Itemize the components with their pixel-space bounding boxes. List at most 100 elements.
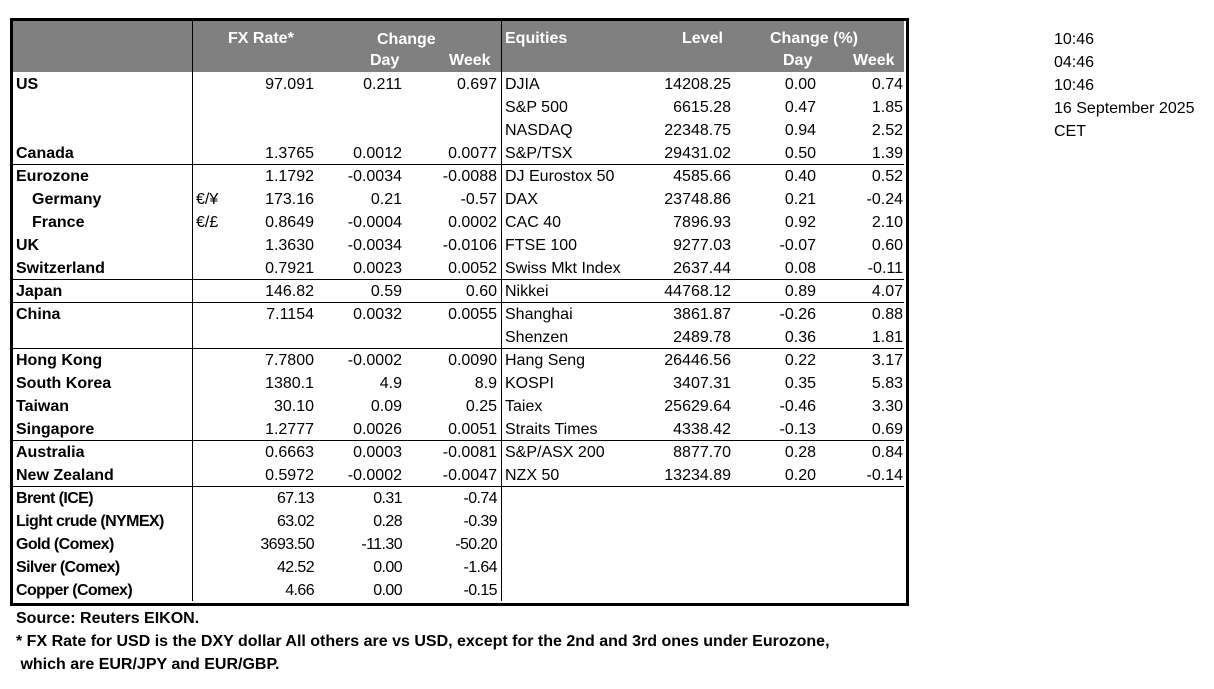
- fx-rate: 0.8649: [265, 214, 314, 231]
- equity-level: 25629.64: [664, 398, 731, 415]
- fx-change-day: 0.0032: [353, 306, 402, 323]
- fx-change-day: -0.0002: [347, 352, 402, 369]
- fx-change-day: 0.0023: [353, 260, 402, 277]
- fx-rate: 173.16: [265, 191, 314, 208]
- header-eq-week: Week: [853, 52, 895, 69]
- equity-name: NZX 50: [505, 467, 560, 484]
- equity-name: Straits Times: [505, 421, 598, 438]
- group-divider: [13, 164, 904, 165]
- fx-change-week: -1.64: [463, 559, 498, 576]
- equity-change-day: 0.92: [784, 214, 816, 231]
- equity-name: Hang Seng: [505, 352, 586, 369]
- fx-change-day: -0.0004: [347, 214, 402, 231]
- equity-name: FTSE 100: [505, 237, 578, 254]
- equity-level: 44768.12: [664, 283, 731, 300]
- row-name: Light crude (NYMEX): [16, 513, 164, 530]
- header-eq-day: Day: [783, 52, 813, 69]
- equity-change-week: 1.39: [871, 145, 903, 162]
- equity-level: 26446.56: [664, 352, 731, 369]
- fx-change-week: -0.0047: [442, 467, 497, 484]
- equity-name: Swiss Mkt Index: [505, 260, 621, 277]
- timestamp-line: 10:46: [1054, 77, 1095, 94]
- row-name: Copper (Comex): [16, 582, 133, 599]
- column-divider: [192, 21, 193, 601]
- row-name: France: [32, 214, 85, 231]
- fx-change-week: -0.39: [463, 513, 498, 530]
- equity-name: DJ Eurostox 50: [505, 168, 615, 185]
- group-divider: [13, 348, 904, 349]
- fx-change-week: -0.15: [463, 582, 498, 599]
- fx-change-week: -0.57: [460, 191, 497, 208]
- fx-change-week: 0.0052: [448, 260, 497, 277]
- equity-change-week: 0.84: [871, 444, 903, 461]
- row-name: Japan: [16, 283, 63, 300]
- group-divider: [13, 440, 904, 441]
- row-name: New Zealand: [16, 467, 114, 484]
- header-day: Day: [370, 52, 400, 69]
- equity-name: KOSPI: [505, 375, 554, 392]
- row-name: South Korea: [16, 375, 112, 392]
- fx-rate: 0.7921: [265, 260, 314, 277]
- fx-change-week: 0.0051: [448, 421, 497, 438]
- equity-change-day: -0.07: [779, 237, 816, 254]
- equity-change-day: 0.50: [784, 145, 816, 162]
- equity-change-day: -0.26: [779, 306, 816, 323]
- equity-change-day: 0.94: [784, 122, 816, 139]
- fx-change-day: 0.0012: [353, 145, 402, 162]
- group-divider: [13, 279, 904, 280]
- fx-rate: 1.2777: [265, 421, 314, 438]
- equity-change-day: -0.13: [779, 421, 816, 438]
- equity-change-week: 0.88: [871, 306, 903, 323]
- row-name: Silver (Comex): [16, 559, 120, 576]
- row-name: Hong Kong: [16, 352, 103, 369]
- fx-change-day: 0.00: [373, 559, 402, 576]
- header-week: Week: [449, 52, 491, 69]
- equity-change-day: 0.36: [784, 329, 816, 346]
- row-name: UK: [16, 237, 40, 254]
- row-name: Gold (Comex): [16, 536, 114, 553]
- equity-level: 9277.03: [673, 237, 731, 254]
- fx-change-day: 0.0003: [353, 444, 402, 461]
- equity-level: 22348.75: [664, 122, 731, 139]
- equity-level: 4338.42: [673, 421, 731, 438]
- fx-change-week: -0.74: [463, 490, 498, 507]
- source-note: Source: Reuters EIKON.: [16, 610, 200, 627]
- timestamp-line: 16 September 2025: [1054, 100, 1195, 117]
- row-name: US: [16, 76, 39, 93]
- timestamp-line: 04:46: [1054, 54, 1095, 71]
- fx-change-week: 0.0077: [448, 145, 497, 162]
- currency-pair: €/£: [196, 214, 219, 231]
- row-name: Switzerland: [16, 260, 105, 277]
- equity-change-day: -0.46: [779, 398, 816, 415]
- equity-change-day: 0.28: [784, 444, 816, 461]
- fx-rate: 7.7800: [265, 352, 314, 369]
- equity-level: 8877.70: [673, 444, 731, 461]
- fx-change-day: 0.0026: [353, 421, 402, 438]
- equity-change-day: 0.22: [784, 352, 816, 369]
- equity-name: S&P/ASX 200: [505, 444, 605, 461]
- equity-name: NASDAQ: [505, 122, 573, 139]
- equity-change-day: 0.47: [784, 99, 816, 116]
- header-level: Level: [682, 30, 723, 47]
- header-change: Change: [377, 31, 436, 48]
- equity-change-week: -0.14: [866, 467, 903, 484]
- footnote-continued: which are EUR/JPY and EUR/GBP.: [16, 656, 280, 673]
- fx-change-week: -0.0081: [442, 444, 497, 461]
- fx-rate: 63.02: [276, 513, 315, 530]
- equity-level: 7896.93: [673, 214, 731, 231]
- equity-change-week: 0.74: [871, 76, 903, 93]
- equity-name: S&P/TSX: [505, 145, 573, 162]
- fx-rate: 0.5972: [265, 467, 314, 484]
- fx-rate: 0.6663: [265, 444, 314, 461]
- row-name: Eurozone: [16, 168, 89, 185]
- equity-name: Taiex: [505, 398, 543, 415]
- equity-level: 4585.66: [673, 168, 731, 185]
- equity-change-day: 0.20: [784, 467, 816, 484]
- equity-level: 3407.31: [673, 375, 731, 392]
- equity-level: 13234.89: [664, 467, 731, 484]
- fx-rate: 42.52: [276, 559, 315, 576]
- row-name: Germany: [32, 191, 102, 208]
- fx-change-week: 0.0055: [448, 306, 497, 323]
- equity-name: Shanghai: [505, 306, 573, 323]
- equity-change-week: 1.81: [871, 329, 903, 346]
